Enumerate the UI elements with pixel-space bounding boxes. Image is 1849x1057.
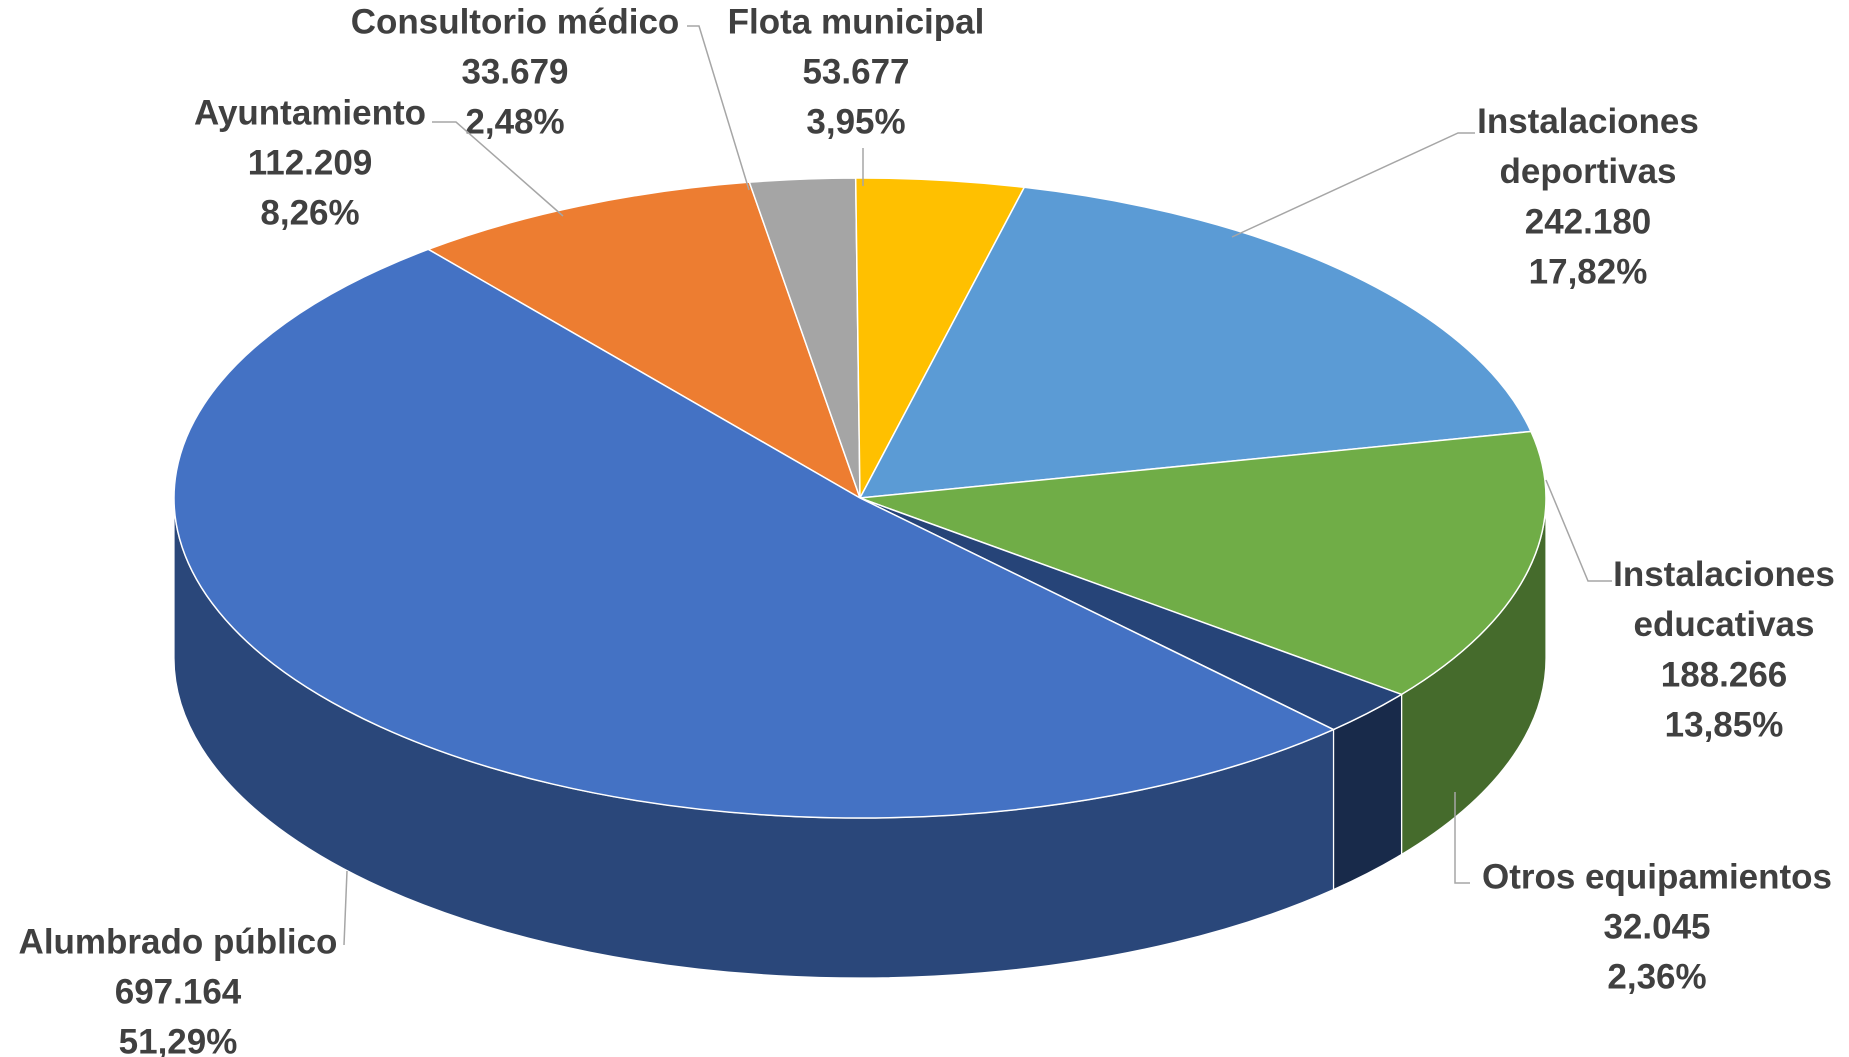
percent-label: 13,85% [1665, 705, 1784, 744]
data-label: Otros equipamientos 32.045 2,36% [1482, 857, 1832, 996]
percent-label: 2,48% [465, 102, 564, 141]
leader-line [1454, 792, 1470, 884]
category-label: Ayuntamiento [194, 93, 426, 132]
slice [426, 181, 862, 500]
data-label: Ayuntamiento 112.209 8,26% [194, 93, 426, 232]
leader-line [687, 25, 750, 191]
percent-label: 2,36% [1607, 957, 1706, 996]
percent-label: 51,29% [119, 1022, 238, 1057]
slice [859, 430, 1547, 696]
category-label: Consultorio médico [351, 2, 680, 41]
leader-line [432, 121, 564, 217]
category-label: Flota municipal [728, 2, 985, 41]
value-label: 33.679 [461, 52, 568, 91]
percent-label: 17,82% [1529, 252, 1648, 291]
leader-lines [343, 25, 1612, 946]
value-label: 112.209 [248, 143, 373, 182]
value-label: 188.266 [1661, 655, 1788, 694]
slice [173, 248, 1336, 819]
leader-line [1545, 479, 1612, 582]
slice [858, 186, 1533, 499]
value-label: 697.164 [115, 972, 242, 1011]
leader-line [343, 870, 348, 946]
percent-label: 3,95% [806, 102, 905, 141]
data-label: Alumbrado público 697.164 51,29% [19, 922, 338, 1057]
category-label: Instalaciones educativas [1613, 555, 1835, 644]
data-label: Flota municipal 53.677 3,95% [728, 2, 985, 141]
value-label: 53.677 [802, 52, 909, 91]
data-label: Instalaciones educativas 188.266 13,85% [1613, 555, 1835, 744]
category-label: Otros equipamientos [1482, 857, 1832, 896]
category-label: Instalaciones deportivas [1477, 102, 1699, 191]
value-label: 32.045 [1603, 907, 1710, 946]
leader-line [1231, 132, 1475, 238]
category-label: Alumbrado público [19, 922, 338, 961]
slice-tops [173, 177, 1547, 819]
percent-label: 8,26% [260, 193, 359, 232]
data-label: Consultorio médico 33.679 2,48% [351, 2, 680, 141]
value-label: 242.180 [1525, 202, 1652, 241]
data-label: Instalaciones deportivas 242.180 17,82% [1477, 102, 1699, 291]
